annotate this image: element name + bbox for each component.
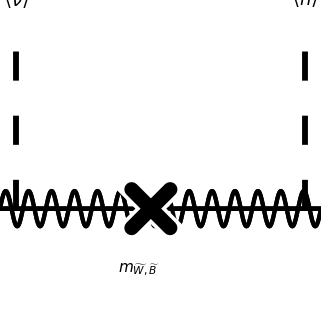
Text: $\langle\widetilde{\nu}\rangle$: $\langle\widetilde{\nu}\rangle$ (4, 0, 28, 10)
Text: $\langle\widetilde{h}\rangle$: $\langle\widetilde{h}\rangle$ (292, 0, 318, 10)
Text: $m_{\widetilde{W},\widetilde{B}}$: $m_{\widetilde{W},\widetilde{B}}$ (117, 262, 159, 278)
